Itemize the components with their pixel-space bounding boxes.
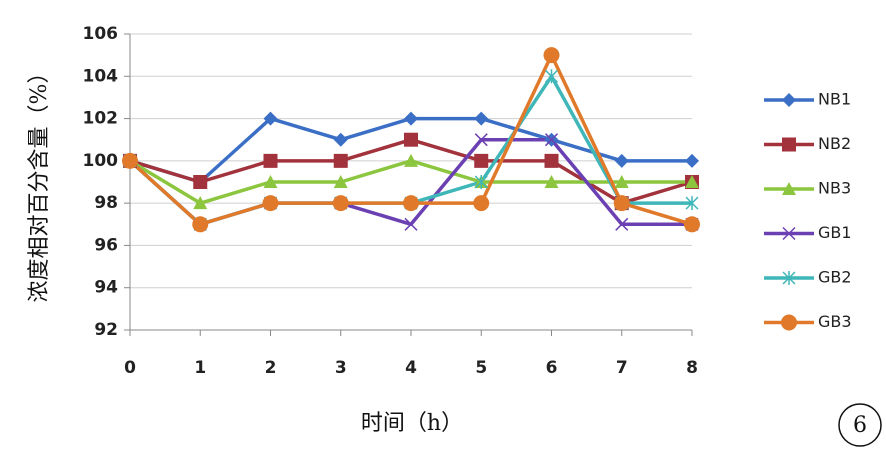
legend-marker xyxy=(782,271,796,285)
data-point xyxy=(615,217,629,231)
legend-label: GB2 xyxy=(818,268,852,287)
data-point xyxy=(684,216,700,233)
data-point xyxy=(474,175,488,189)
x-tick-label: 2 xyxy=(265,358,277,378)
legend-marker xyxy=(782,182,796,195)
data-point xyxy=(122,152,138,169)
y-tick-label: 100 xyxy=(83,151,119,171)
data-point xyxy=(613,195,630,212)
data-point xyxy=(473,195,490,212)
legend-marker xyxy=(782,93,796,107)
data-point xyxy=(404,132,418,147)
x-tick-label: 0 xyxy=(124,358,136,378)
annotation: 6 xyxy=(853,413,867,438)
data-point xyxy=(544,153,559,168)
data-point xyxy=(474,153,489,168)
data-point xyxy=(193,175,208,189)
legend-label: GB1 xyxy=(818,223,852,242)
x-tick-label: 1 xyxy=(194,358,206,378)
data-point xyxy=(333,153,348,168)
data-point xyxy=(404,111,418,126)
x-tick-label: 3 xyxy=(335,358,347,378)
data-point xyxy=(544,133,559,147)
data-point xyxy=(685,153,699,168)
data-point xyxy=(614,175,629,188)
data-point xyxy=(263,111,278,126)
x-tick-label: 6 xyxy=(546,358,558,378)
data-point xyxy=(332,195,349,212)
data-point xyxy=(263,153,278,168)
legend-label: NB1 xyxy=(818,90,851,109)
y-tick-label: 98 xyxy=(94,193,118,213)
data-point xyxy=(685,196,699,211)
data-point xyxy=(474,133,488,147)
data-point xyxy=(544,175,559,188)
legend-label: NB3 xyxy=(818,179,851,198)
x-tick-label: 5 xyxy=(475,358,487,378)
data-point xyxy=(333,175,348,188)
data-point xyxy=(543,47,560,64)
data-point xyxy=(403,195,419,212)
data-point xyxy=(193,196,208,210)
legend-marker xyxy=(782,226,796,241)
data-point xyxy=(404,217,418,231)
x-axis-title: 时间（h） xyxy=(361,411,463,436)
y-axis-title: 浓度相对百分含量（%） xyxy=(27,62,52,303)
data-point xyxy=(685,175,699,188)
y-tick-label: 106 xyxy=(83,24,119,44)
annotation-circle xyxy=(838,403,882,447)
data-point xyxy=(404,153,418,167)
legend-label: GB3 xyxy=(818,312,852,331)
y-tick-label: 94 xyxy=(94,278,118,298)
data-point xyxy=(192,216,209,233)
y-tick-label: 96 xyxy=(94,235,118,255)
legend-marker xyxy=(781,314,797,331)
x-tick-label: 8 xyxy=(686,358,698,378)
y-tick-label: 102 xyxy=(83,109,119,129)
data-point xyxy=(263,175,278,188)
x-tick-label: 4 xyxy=(405,358,417,378)
data-point xyxy=(614,153,629,168)
legend-label: NB2 xyxy=(818,134,851,153)
data-point xyxy=(544,69,559,84)
x-tick-label: 7 xyxy=(616,358,628,378)
y-tick-label: 104 xyxy=(83,66,119,86)
legend-marker xyxy=(782,137,796,152)
data-point xyxy=(474,111,489,126)
data-point xyxy=(333,132,348,147)
data-point xyxy=(262,195,279,212)
y-tick-label: 92 xyxy=(94,320,118,340)
